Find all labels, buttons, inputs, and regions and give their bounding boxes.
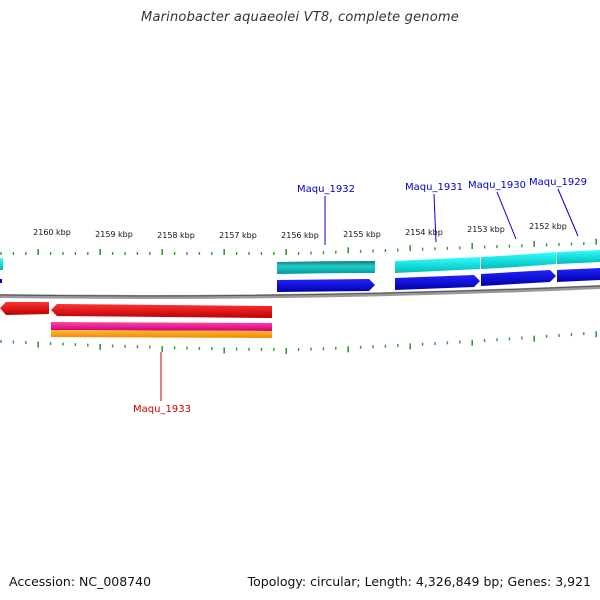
gene-label-maqu-1932[interactable]: Maqu_1932 [297, 184, 355, 195]
scale-label: 2153 kbp [467, 225, 505, 234]
scale-ticks-top [0, 238, 598, 255]
cds-reverse-left[interactable] [0, 302, 49, 315]
backbone-highlight [0, 285, 600, 297]
scale-label: 2154 kbp [405, 228, 443, 237]
leader-line [557, 188, 579, 237]
scale-label: 2159 kbp [95, 230, 133, 239]
feature-edge-left-cyan[interactable] [0, 258, 3, 270]
feature-maqu-1933-gene[interactable] [51, 322, 272, 331]
gene-label-maqu-1933[interactable]: Maqu_1933 [133, 404, 191, 415]
scale-label: 2152 kbp [529, 222, 567, 231]
accession-text: Accession: NC_008740 [9, 574, 152, 589]
cds-maqu-1932[interactable] [277, 279, 375, 292]
gene-label-maqu-1931[interactable]: Maqu_1931 [405, 182, 463, 193]
gene-label-maqu-1930[interactable]: Maqu_1930 [468, 180, 526, 191]
leader-line [433, 193, 437, 243]
scale-label: 2157 kbp [219, 231, 257, 240]
cds-maqu-1930[interactable] [481, 270, 556, 286]
genome-backbone [0, 285, 600, 299]
scale-label: 2156 kbp [281, 231, 319, 240]
cds-maqu-1933[interactable] [51, 304, 272, 318]
feature-maqu-1929-gene[interactable] [557, 250, 600, 264]
gene-label-maqu-1929[interactable]: Maqu_1929 [529, 177, 587, 188]
cds-maqu-1931[interactable] [395, 275, 480, 290]
map-title: Marinobacter aquaeolei VT8, complete gen… [141, 10, 459, 25]
feature-maqu-1931-gene[interactable] [395, 257, 480, 273]
feature-maqu-1932-gene[interactable] [277, 261, 375, 274]
genome-summary-text: Topology: circular; Length: 4,326,849 bp… [247, 574, 591, 589]
feature-maqu-1933-misc[interactable] [51, 330, 272, 338]
leader-line [496, 191, 517, 240]
cds-edge-left-blue[interactable] [0, 279, 2, 283]
scale-label: 2158 kbp [157, 231, 195, 240]
cds-maqu-1929[interactable] [557, 268, 600, 282]
scale-labels: 2160 kbp 2159 kbp 2158 kbp 2157 kbp 2156… [33, 222, 567, 240]
feature-maqu-1930-gene[interactable] [481, 252, 556, 269]
scale-label: 2160 kbp [33, 228, 71, 237]
scale-label: 2155 kbp [343, 230, 381, 239]
scale-ticks-bottom [0, 331, 598, 354]
